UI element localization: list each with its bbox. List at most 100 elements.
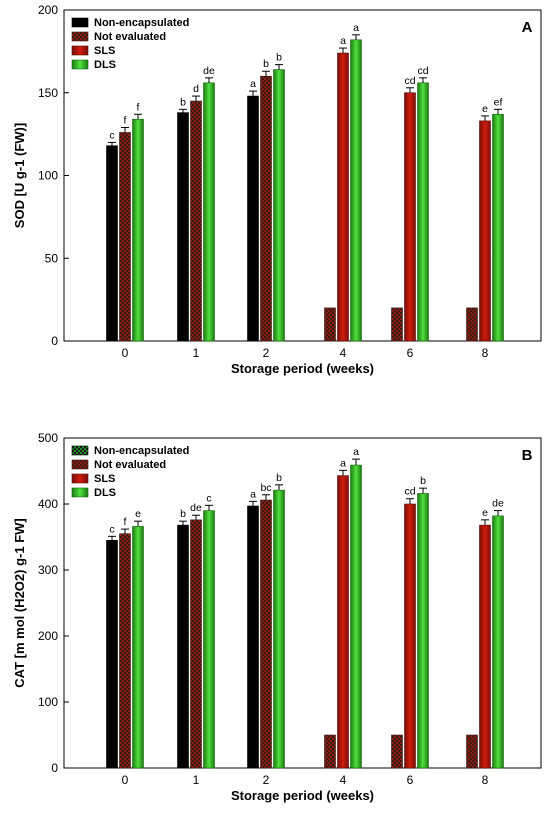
significance-letter: f [137,101,140,113]
x-tick-label: 4 [340,773,347,787]
bar-non-encapsulated [106,539,118,769]
x-axis-label: Storage period (weeks) [231,361,374,376]
y-axis-label: CAT [m mol (H2O2) g-1 FW] [12,518,27,687]
bar-dls [203,82,215,342]
legend-swatch [71,31,89,42]
x-tick-label: 8 [482,773,489,787]
bar-dls [417,82,429,342]
chart-panel-b: 0 100 200 300 400 500 0 1 2 4 6 8 Storage period (we… [12,431,542,803]
significance-letter: c [109,523,114,535]
legend-label: DLS [94,59,116,71]
legend-label: Not evaluated [94,459,166,471]
significance-letter: e [135,508,141,520]
significance-letter: de [203,65,215,77]
legend-swatch [71,59,89,70]
significance-letter: bc [260,482,271,494]
y-tick-label: 500 [38,431,58,445]
significance-letter: c [206,492,211,504]
bar-sls [337,52,349,342]
significance-letter: b [180,96,186,108]
legend-swatch [71,473,89,484]
bar-non-encapsulated [247,505,259,769]
y-tick-label: 50 [45,251,59,265]
bar-dls [203,510,215,769]
significance-letter: f [124,516,127,528]
bar-not-evaluated [119,533,131,769]
bar-dls [350,464,362,769]
x-tick-label: 1 [193,773,200,787]
significance-letter: d [193,83,199,95]
bar-sls [404,503,416,769]
bar-non-encapsulated [106,145,118,342]
significance-letter: ef [494,96,503,108]
bar-dls [492,113,504,342]
x-axis-label: Storage period (weeks) [231,788,374,803]
bar-not-evaluated [391,307,403,342]
x-tick-label: 2 [263,773,270,787]
significance-letter: a [340,457,346,469]
legend-label: Non-encapsulated [94,445,189,457]
chart-panel-a: 0 50 100 150 200 0 1 2 4 6 8 Storage period (weeks)… [12,3,542,376]
legend-swatch [71,459,89,470]
legend-label: Not evaluated [94,31,166,43]
legend-label: SLS [94,45,115,57]
bar-non-encapsulated [177,524,189,769]
bar-dls [132,526,144,769]
significance-letter: f [124,115,127,127]
significance-letter: b [276,52,282,64]
legend-swatch [71,45,89,56]
y-tick-label: 300 [38,563,58,577]
x-tick-label: 6 [407,346,414,360]
x-tick-label: 8 [482,346,489,360]
legend-label: Non-encapsulated [94,17,189,29]
bar-sls [479,120,491,342]
bar-not-evaluated [466,307,478,342]
significance-letter: e [482,507,488,519]
significance-letter: e [482,103,488,115]
x-tick-label: 0 [122,773,129,787]
bar-not-evaluated [324,734,336,769]
significance-letter: cd [417,65,428,77]
bar-not-evaluated [324,307,336,342]
significance-letter: a [340,35,346,47]
significance-letter: cd [404,486,415,498]
y-tick-label: 0 [51,761,58,775]
bar-sls [404,92,416,342]
bar-not-evaluated [190,519,202,769]
significance-letter: b [420,475,426,487]
significance-letter: b [180,508,186,520]
x-tick-label: 4 [340,346,347,360]
y-tick-label: 200 [38,629,58,643]
y-tick-label: 100 [38,695,58,709]
bar-not-evaluated [260,75,272,342]
bar-not-evaluated [391,734,403,769]
significance-letter: b [263,58,269,70]
y-tick-label: 400 [38,497,58,511]
legend-swatch [71,487,89,498]
bar-non-encapsulated [247,95,259,342]
legend-label: DLS [94,487,116,499]
significance-letter: a [250,78,256,90]
legend-swatch [71,17,89,28]
x-tick-label: 0 [122,346,129,360]
significance-letter: c [109,129,114,141]
significance-letter: a [250,488,256,500]
bar-not-evaluated [260,499,272,769]
bar-dls [350,39,362,342]
significance-letter: de [190,502,202,514]
legend-swatch [71,445,89,456]
significance-letter: b [276,472,282,484]
y-tick-label: 0 [51,334,58,348]
bar-not-evaluated [190,100,202,342]
bar-not-evaluated [466,734,478,769]
bar-dls [132,118,144,342]
significance-letter: cd [404,75,415,87]
y-tick-label: 100 [38,169,58,183]
bar-dls [273,69,285,342]
y-tick-label: 200 [38,3,58,17]
bar-sls [479,524,491,769]
legend-label: SLS [94,473,115,485]
significance-letter: a [353,446,359,458]
bar-not-evaluated [119,132,131,342]
